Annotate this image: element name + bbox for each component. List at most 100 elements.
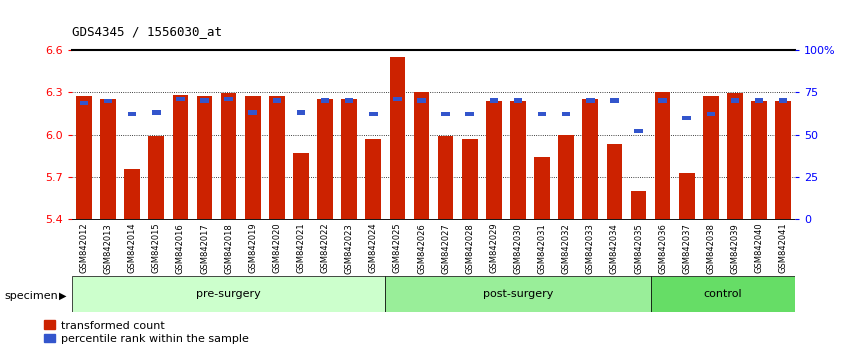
Bar: [80, 101, 88, 105]
Bar: [678, 173, 695, 219]
Bar: [76, 96, 92, 219]
Bar: [755, 98, 763, 103]
Bar: [775, 101, 791, 219]
Bar: [534, 157, 550, 219]
Bar: [321, 98, 329, 103]
Bar: [152, 110, 161, 115]
Bar: [345, 98, 354, 103]
Bar: [634, 129, 643, 133]
Bar: [703, 96, 719, 219]
Bar: [486, 101, 502, 219]
Text: GSM842019: GSM842019: [248, 223, 257, 273]
Bar: [148, 136, 164, 219]
Bar: [341, 99, 357, 219]
Text: GSM842033: GSM842033: [585, 223, 595, 274]
Text: GSM842018: GSM842018: [224, 223, 233, 274]
Bar: [104, 99, 113, 103]
Bar: [224, 97, 233, 101]
Text: GSM842031: GSM842031: [537, 223, 547, 274]
Text: GSM842017: GSM842017: [200, 223, 209, 274]
Text: GSM842022: GSM842022: [321, 223, 330, 273]
Text: GSM842014: GSM842014: [128, 223, 137, 273]
Bar: [317, 99, 333, 219]
Text: GSM842013: GSM842013: [103, 223, 113, 274]
Bar: [196, 96, 212, 219]
Bar: [437, 136, 453, 219]
Legend: transformed count, percentile rank within the sample: transformed count, percentile rank withi…: [40, 316, 253, 348]
Bar: [607, 144, 623, 219]
Bar: [462, 139, 478, 219]
Text: GSM842029: GSM842029: [489, 223, 498, 273]
Text: pre-surgery: pre-surgery: [196, 289, 261, 299]
Text: GSM842030: GSM842030: [514, 223, 523, 274]
Bar: [683, 116, 691, 120]
Bar: [658, 98, 667, 103]
Text: GSM842032: GSM842032: [562, 223, 571, 274]
Text: GSM842024: GSM842024: [369, 223, 378, 273]
Bar: [201, 98, 209, 103]
Bar: [731, 98, 739, 103]
Text: control: control: [704, 289, 742, 299]
Bar: [465, 112, 474, 116]
Text: GSM842015: GSM842015: [151, 223, 161, 273]
Bar: [417, 98, 426, 103]
Text: ▶: ▶: [58, 291, 66, 301]
Text: GSM842039: GSM842039: [730, 223, 739, 274]
Text: GDS4345 / 1556030_at: GDS4345 / 1556030_at: [72, 25, 222, 38]
Text: GSM842021: GSM842021: [296, 223, 305, 273]
Bar: [610, 98, 618, 103]
Text: specimen: specimen: [4, 291, 58, 301]
Bar: [442, 112, 450, 116]
Text: GSM842035: GSM842035: [634, 223, 643, 274]
Text: GSM842037: GSM842037: [682, 223, 691, 274]
Text: GSM842012: GSM842012: [80, 223, 89, 273]
Bar: [414, 92, 430, 219]
Text: GSM842016: GSM842016: [176, 223, 185, 274]
Bar: [272, 98, 281, 103]
Bar: [244, 96, 261, 219]
Bar: [490, 98, 498, 103]
Bar: [558, 135, 574, 219]
Text: GSM842041: GSM842041: [778, 223, 788, 273]
Bar: [369, 112, 377, 116]
Bar: [249, 110, 257, 115]
Bar: [582, 99, 598, 219]
Bar: [706, 112, 715, 116]
Text: post-surgery: post-surgery: [483, 289, 553, 299]
Bar: [514, 98, 522, 103]
Bar: [630, 191, 646, 219]
Bar: [393, 97, 402, 101]
Bar: [538, 112, 547, 116]
FancyBboxPatch shape: [385, 276, 651, 312]
Bar: [365, 139, 382, 219]
Bar: [751, 101, 767, 219]
Bar: [124, 169, 140, 219]
Bar: [389, 57, 405, 219]
Text: GSM842034: GSM842034: [610, 223, 619, 274]
Bar: [176, 97, 184, 101]
Text: GSM842025: GSM842025: [393, 223, 402, 273]
Bar: [100, 99, 116, 219]
Bar: [297, 110, 305, 115]
Bar: [562, 112, 570, 116]
Text: GSM842023: GSM842023: [344, 223, 354, 274]
Bar: [779, 98, 788, 103]
Bar: [128, 112, 136, 116]
Bar: [173, 95, 189, 219]
Text: GSM842028: GSM842028: [465, 223, 475, 274]
Text: GSM842027: GSM842027: [441, 223, 450, 274]
Bar: [221, 93, 237, 219]
Bar: [293, 153, 309, 219]
Bar: [510, 101, 526, 219]
Text: GSM842026: GSM842026: [417, 223, 426, 274]
Text: GSM842036: GSM842036: [658, 223, 667, 274]
FancyBboxPatch shape: [651, 276, 795, 312]
Bar: [269, 96, 285, 219]
Text: GSM842038: GSM842038: [706, 223, 716, 274]
Bar: [586, 98, 595, 103]
FancyBboxPatch shape: [72, 276, 385, 312]
Text: GSM842040: GSM842040: [755, 223, 764, 273]
Bar: [727, 93, 743, 219]
Bar: [655, 92, 671, 219]
Text: GSM842020: GSM842020: [272, 223, 282, 273]
